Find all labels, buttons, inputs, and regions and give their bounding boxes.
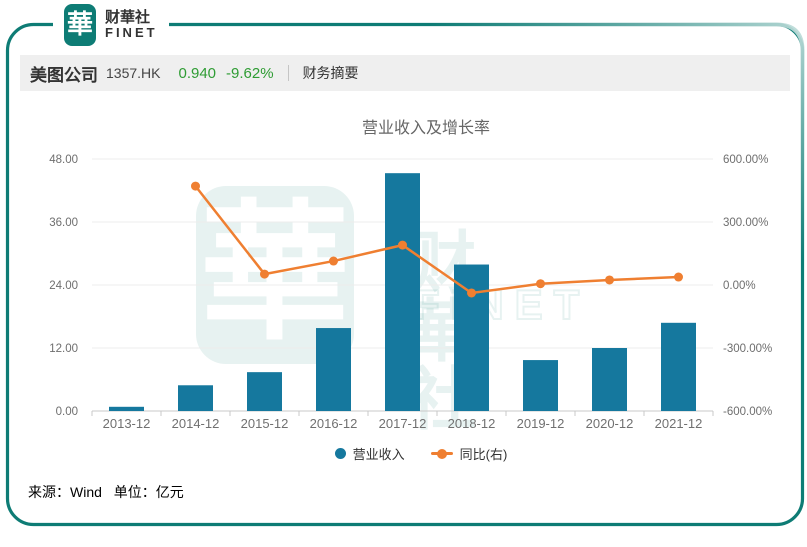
svg-text:36.00: 36.00 [49,217,78,229]
point-2015-12 [260,269,269,279]
svg-text:-300.00%: -300.00% [723,343,772,355]
point-2019-12 [536,279,545,289]
brand-logo: 華 财華社 FINET [53,0,169,50]
point-2017-12 [398,240,407,250]
x-label-2021-12: 2021-12 [655,416,703,431]
x-label-2013-12: 2013-12 [103,416,151,431]
legend-item-yoy[interactable]: 同比(右) [430,444,508,463]
unit-label: 单位：亿元 [113,484,184,500]
tab-financial-summary[interactable]: 财务摘要 [302,65,359,81]
svg-text:-600.00%: -600.00% [723,406,772,418]
brand-name-en: FINET [105,25,158,41]
point-2016-12 [329,256,338,266]
x-label-2018-12: 2018-12 [448,416,496,431]
header-divider [287,65,289,81]
x-label-2014-12: 2014-12 [172,416,220,431]
bar-2013-12 [109,406,144,411]
brand-name-cn: 财華社 [105,8,151,26]
bar-2014-12 [178,385,213,411]
brand-text: 财華社 FINET [105,8,158,41]
svg-text:0.00%: 0.00% [723,280,756,292]
revenue-legend-label: 营业收入 [352,447,405,462]
svg-text:0.00: 0.00 [56,406,78,418]
chart-title: 营业收入及增长率 [361,120,490,137]
point-2020-12 [605,275,614,285]
svg-text:48.00: 48.00 [49,154,78,166]
yoy-legend-marker-icon [430,448,453,459]
bar-2016-12 [316,328,351,411]
bar-2018-12 [454,264,489,411]
stock-price: 0.940 [178,64,217,82]
point-2021-12 [674,272,683,282]
svg-text:300.00%: 300.00% [723,217,768,229]
svg-text:12.00: 12.00 [49,343,78,355]
point-2014-12 [191,181,200,191]
chart-footnote: 来源：Wind 单位：亿元 [28,482,192,502]
watermark-logo-icon: 華 [196,186,354,364]
x-label-2016-12: 2016-12 [310,416,358,431]
svg-text:24.00: 24.00 [49,280,78,292]
bar-2019-12 [523,360,558,411]
bar-2020-12 [592,348,627,411]
legend-item-revenue[interactable]: 营业收入 [334,444,405,463]
bar-2015-12 [247,372,282,411]
logo-character: 華 [66,10,93,39]
x-label-2015-12: 2015-12 [241,416,289,431]
svg-text:600.00%: 600.00% [723,154,768,166]
yoy-legend-label: 同比(右) [459,447,508,462]
bar-2017-12 [385,173,420,411]
stock-header: 美图公司 1357.HK 0.940 -9.62% 财务摘要 [20,55,790,91]
chart-legend: 营业收入 同比(右) [60,444,782,463]
x-label-2019-12: 2019-12 [517,416,565,431]
source-label: 来源：Wind [28,484,102,500]
x-label-2020-12: 2020-12 [586,416,634,431]
point-2018-12 [467,288,476,298]
stock-change: -9.62% [226,64,274,82]
stock-ticker: 1357.HK [106,65,161,81]
bar-2021-12 [661,322,696,411]
revenue-legend-marker-icon [334,448,346,459]
x-label-2017-12: 2017-12 [379,416,427,431]
company-name: 美图公司 [30,65,98,85]
finet-logo-icon: 華 [64,4,96,46]
